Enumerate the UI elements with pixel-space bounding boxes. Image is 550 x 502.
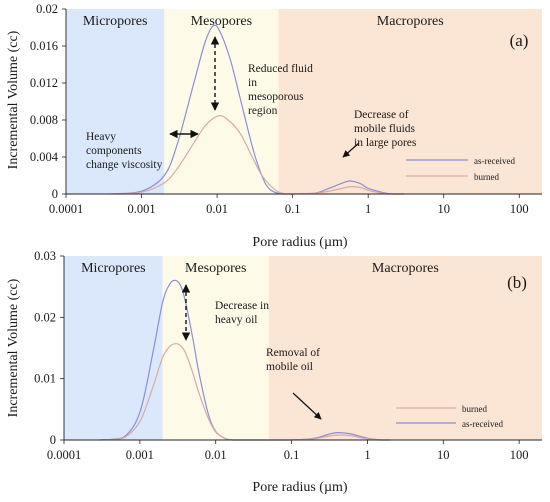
series-line-burned	[100, 343, 391, 441]
x-tick-label: 0.0001	[47, 448, 81, 462]
y-axis-ticks: 0 0.01 0.02 0.03	[34, 249, 64, 447]
y-tick-label: 0.01	[34, 372, 56, 386]
y-tick-label: 0.016	[30, 39, 58, 53]
panel-b: Micropores Mesopores Macropores 0.0001 0.00…	[6, 249, 542, 495]
y-tick-label: 0	[52, 187, 58, 201]
y-tick-label: 0.02	[36, 2, 58, 16]
legend-entry: burned	[474, 172, 499, 182]
x-tick-label: 0.1	[285, 202, 301, 216]
annotation-heavy-oil: Decrease in heavy oil	[215, 300, 272, 326]
region-band-micropores	[66, 9, 165, 194]
x-tick-label: 0.0001	[49, 202, 83, 216]
x-tick-label: 0.001	[127, 202, 155, 216]
panel-label: (b)	[507, 273, 527, 292]
y-tick-label: 0.02	[34, 310, 56, 324]
annotation-mobile-oil: Removal of mobile oil	[266, 347, 323, 373]
y-axis-label: Incremental Volume (cc)	[6, 278, 21, 417]
pore-region-bands: Micropores Mesopores Macropores	[66, 9, 542, 194]
x-tick-label: 100	[510, 202, 529, 216]
region-band-micropores	[64, 256, 163, 440]
x-tick-label: 0.001	[126, 448, 154, 462]
legend-entry: as-received	[462, 419, 503, 429]
mobile-oil-arrow	[292, 392, 322, 420]
region-label-macropores: Macropores	[372, 261, 439, 276]
y-tick-label: 0.012	[30, 76, 58, 90]
series-lines	[111, 24, 405, 195]
y-tick-label: 0.004	[30, 150, 59, 164]
series-lines	[100, 279, 391, 441]
x-tick-label: 1	[365, 202, 371, 216]
panel-a: Micropores Mesopores Macropores 0.0001 0.00…	[6, 2, 542, 250]
region-band-macropores	[278, 9, 542, 194]
region-label-mesopores: Mesopores	[185, 261, 246, 276]
large-pore-arrow	[342, 142, 360, 158]
x-tick-label: 0.1	[284, 448, 300, 462]
x-axis-ticks: 0.0001 0.001 0.01 0.1 1 10 100	[49, 194, 529, 216]
x-tick-label: 10	[437, 448, 450, 462]
panel-label: (a)	[510, 31, 529, 50]
region-band-mesopores	[164, 9, 279, 194]
x-tick-label: 0.01	[205, 448, 227, 462]
y-tick-label: 0.008	[30, 113, 58, 127]
legend-entry: burned	[462, 404, 487, 414]
region-band-macropores	[268, 256, 542, 440]
legend-entry: as-received	[474, 156, 515, 166]
region-label-mesopores: Mesopores	[191, 14, 252, 29]
annotation-heavy-components: Heavy components change viscosity	[86, 131, 163, 171]
x-tick-label: 1	[364, 448, 370, 462]
x-axis-ticks: 0.0001 0.001 0.01 0.1 1 10 100	[47, 440, 529, 462]
x-tick-label: 10	[437, 202, 450, 216]
region-label-macropores: Macropores	[377, 14, 444, 29]
annotation-reduced-fluid: Reduced fluid in mesoporous region	[248, 63, 316, 117]
legend: burned as-received	[396, 404, 503, 429]
region-label-micropores: Micropores	[81, 261, 146, 276]
series-line-burned	[111, 115, 405, 195]
y-tick-label: 0.03	[34, 249, 56, 263]
legend: as-received burned	[406, 156, 515, 182]
x-tick-label: 100	[510, 448, 529, 462]
y-axis-label: Incremental Volume (cc)	[6, 30, 21, 169]
y-axis-ticks: 0 0.004 0.008 0.012 0.016 0.02	[30, 2, 66, 201]
x-axis-label: Pore radius (µm)	[252, 235, 347, 250]
y-tick-label: 0	[50, 433, 56, 447]
x-tick-label: 0.01	[206, 202, 228, 216]
x-axis-label: Pore radius (µm)	[252, 480, 347, 495]
region-label-micropores: Micropores	[83, 14, 148, 29]
pore-region-bands: Micropores Mesopores Macropores	[64, 256, 542, 440]
annotation-mobile-fluids: Decrease of mobile fluids in large pores	[354, 109, 418, 149]
region-band-mesopores	[162, 256, 269, 440]
series-line-as-received	[111, 24, 405, 195]
